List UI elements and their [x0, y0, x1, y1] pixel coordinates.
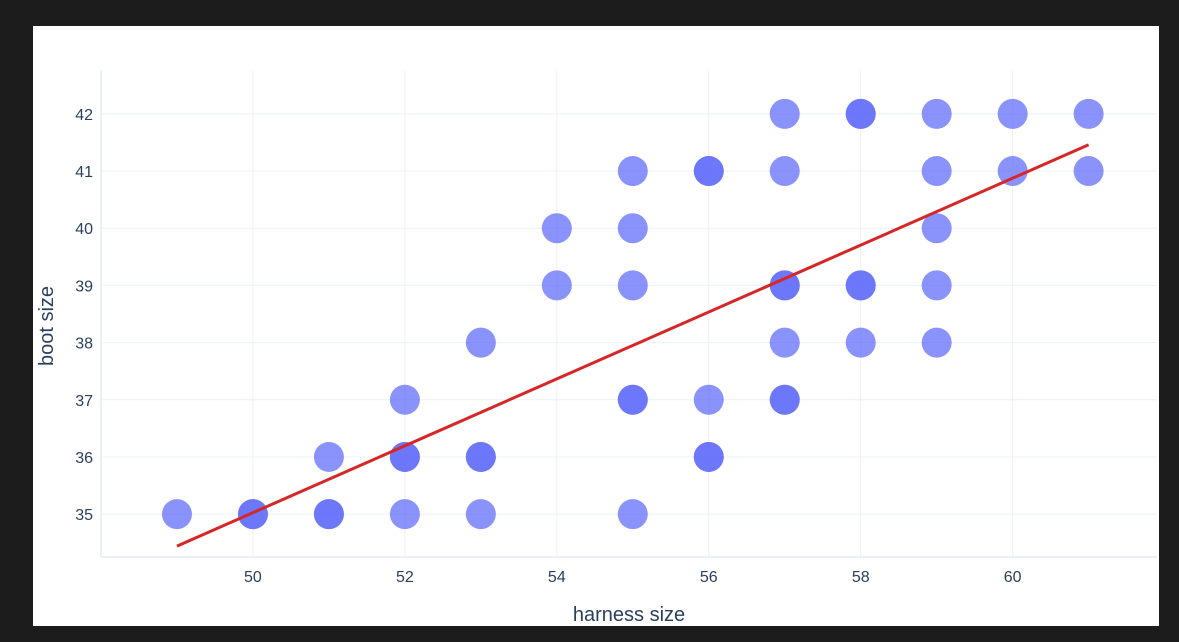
tick-labels: 50 52 54 56 58 60 35 36 37 38 39 40 41 42	[75, 107, 1021, 586]
data-point	[921, 270, 952, 301]
trendline-layer	[176, 143, 1090, 548]
data-point	[313, 499, 344, 530]
data-point	[693, 156, 724, 187]
data-point	[313, 441, 344, 472]
data-point	[845, 270, 876, 301]
y-axis-title: boot size	[36, 286, 58, 366]
data-point	[465, 327, 496, 358]
y-tick-label: 40	[75, 221, 93, 238]
data-point	[617, 499, 648, 530]
y-tick-label: 38	[75, 336, 93, 353]
data-point	[921, 98, 952, 129]
data-point	[465, 499, 496, 530]
y-tick-label: 41	[75, 164, 93, 181]
x-tick-label: 58	[852, 569, 870, 586]
y-tick-label: 39	[75, 278, 93, 295]
chart-container: 50 52 54 56 58 60 35 36 37 38 39 40 41 42 harness siz…	[33, 26, 1159, 626]
grid-lines	[101, 71, 1157, 557]
data-point	[693, 384, 724, 415]
x-axis-title: harness size	[573, 604, 685, 626]
data-point	[389, 499, 420, 530]
data-point	[921, 327, 952, 358]
data-point	[769, 270, 800, 301]
y-tick-label: 35	[75, 507, 93, 524]
data-points	[161, 98, 1104, 530]
scatter-chart: 50 52 54 56 58 60 35 36 37 38 39 40 41 42 harness siz…	[36, 71, 1157, 626]
data-point	[617, 270, 648, 301]
data-point	[769, 384, 800, 415]
data-point	[1073, 156, 1104, 187]
data-point	[1073, 98, 1104, 129]
data-point	[921, 213, 952, 244]
data-point	[617, 156, 648, 187]
axes	[100, 71, 1157, 558]
data-point	[845, 327, 876, 358]
data-point	[161, 499, 192, 530]
data-point	[465, 441, 496, 472]
data-point	[769, 327, 800, 358]
y-tick-label: 42	[75, 107, 93, 124]
data-point	[921, 156, 952, 187]
data-point	[617, 213, 648, 244]
data-point	[541, 213, 572, 244]
data-point	[845, 98, 876, 129]
y-tick-label: 36	[75, 450, 93, 467]
data-point	[997, 98, 1028, 129]
x-tick-label: 56	[700, 569, 718, 586]
x-tick-label: 52	[396, 569, 414, 586]
x-tick-label: 60	[1004, 569, 1022, 586]
data-point	[769, 98, 800, 129]
x-tick-label: 50	[244, 569, 262, 586]
data-point	[997, 156, 1028, 187]
data-point	[389, 384, 420, 415]
y-tick-label: 37	[75, 393, 93, 410]
data-point	[693, 441, 724, 472]
x-tick-label: 54	[548, 569, 566, 586]
trendline	[176, 143, 1090, 548]
data-point	[617, 384, 648, 415]
data-point	[541, 270, 572, 301]
data-point	[769, 156, 800, 187]
